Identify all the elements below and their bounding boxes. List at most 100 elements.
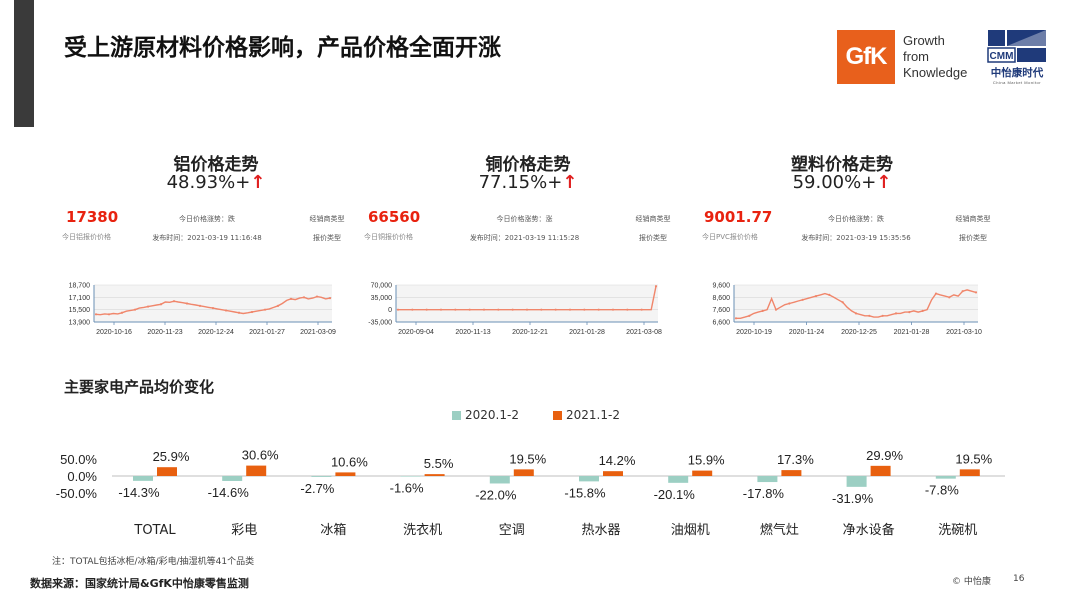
- mini-x-tick-label: 2020-10-16: [96, 329, 132, 336]
- mini-price-point: [540, 308, 543, 311]
- mini-x-tick-label: 2020-12-21: [512, 329, 548, 336]
- cmm-logo-block: [988, 30, 1005, 46]
- mini-price-point: [411, 308, 414, 311]
- mini-y-tick-label: 0: [388, 307, 392, 314]
- bar-data-label: -22.0%: [475, 487, 517, 502]
- mini-price-point: [315, 295, 319, 298]
- mini-price-point: [198, 304, 202, 307]
- mini-y-tick-label: 70,000: [371, 283, 393, 290]
- mini-price-point: [328, 297, 332, 300]
- mini-price-point: [497, 308, 500, 311]
- copper-change: 77.15%+↑: [428, 172, 628, 193]
- legend-item-2020: 2020.1-2: [452, 408, 519, 422]
- mini-price-point: [828, 293, 831, 296]
- aluminum-dealer-type: 经销商类型: [309, 215, 345, 223]
- mini-price-point: [640, 308, 643, 311]
- copper-title: 铜价格走势: [485, 155, 571, 175]
- bar-data-label: -14.3%: [118, 485, 160, 500]
- mini-y-tick-label: 15,500: [69, 307, 91, 314]
- mini-price-point: [185, 302, 189, 305]
- footnote: 注：TOTAL包括冰柜/冰箱/彩电/抽湿机等41个品类: [52, 557, 255, 567]
- mini-price-point: [425, 308, 428, 311]
- aluminum-trend: 今日价格涨势：跌: [179, 215, 235, 223]
- cmm-logo-block: [1007, 30, 1046, 46]
- appliance-bar-chart: 50.0% 0.0% -50.0% -14.3% 25.9% TOTAL -14.6% 30.…: [56, 448, 1005, 538]
- plastic-ticker: 9001.77 今日PVC报价价格 今日价格涨势：跌 发布时间：2021-03-…: [700, 206, 1000, 244]
- copper-ticker: 66560 今日铜报价价格 今日价格涨势：涨 发布时间：2021-03-19 1…: [362, 206, 688, 244]
- cmm-logo-accent: [1007, 30, 1046, 46]
- mini-x-tick-label: 2020-11-23: [147, 329, 182, 336]
- bar-data-label: -31.9%: [832, 491, 874, 506]
- mini-price-point: [961, 290, 964, 293]
- mini-x-tick-label: 2021-01-27: [249, 329, 285, 336]
- bar: [692, 470, 713, 476]
- mini-price-point: [583, 308, 586, 311]
- mini-price-point: [396, 308, 400, 311]
- data-source: 数据来源：国家统计局&GfK中怡康零售监测: [30, 577, 249, 590]
- copyright: © 中怡康: [952, 577, 991, 587]
- mini-price-point: [146, 305, 150, 308]
- mini-y-tick-label: 8,600: [712, 295, 730, 302]
- mini-price-point: [748, 314, 751, 317]
- bar: [157, 467, 177, 476]
- bar-category-label: 洗碗机: [938, 522, 977, 538]
- mini-price-point: [841, 301, 844, 304]
- mini-price-point: [211, 307, 215, 310]
- bar-data-label: -1.6%: [390, 481, 424, 496]
- plastic-trend: 今日价格涨势：跌: [828, 215, 884, 223]
- mini-price-point: [133, 308, 137, 311]
- plastic-price-label: 今日PVC报价价格: [702, 233, 758, 241]
- cmm-logo: CMM 中怡康时代 China Market Monitor: [987, 30, 1046, 85]
- bar: [603, 471, 623, 476]
- aluminum-ticker: 17380 今日铝报价价格 今日价格涨势：跌 发布时间：2021-03-19 1…: [60, 206, 352, 244]
- legend-label-2021: 2021.1-2: [566, 408, 620, 422]
- aluminum-price-label: 今日铝报价价格: [62, 233, 111, 241]
- mini-price-point: [224, 309, 228, 312]
- mini-y-tick-label: 6,600: [712, 320, 730, 327]
- bar: [335, 472, 356, 476]
- mini-plot-background: [94, 285, 332, 322]
- mini-price-point: [868, 314, 871, 317]
- bar-category-label: 洗衣机: [403, 522, 442, 538]
- gfk-logo: GfK: [837, 30, 895, 84]
- bar: [579, 476, 599, 482]
- mini-y-tick-label: -35,000: [368, 320, 392, 327]
- bar: [311, 476, 332, 477]
- arrow-up-icon: ↑: [876, 172, 892, 193]
- mini-price-point: [250, 310, 254, 314]
- plastic-title: 塑料价格走势: [791, 155, 893, 175]
- bar-data-label: 25.9%: [153, 449, 190, 464]
- bar-data-label: -15.8%: [564, 485, 606, 500]
- legend-swatch-2020: [452, 410, 461, 420]
- mini-x-tick-label: 2020-12-25: [841, 329, 877, 336]
- bar: [935, 476, 956, 479]
- arrow-up-icon: ↑: [250, 172, 266, 193]
- mini-price-point: [626, 308, 629, 311]
- mini-x-tick-label: 2021-01-28: [569, 329, 605, 336]
- aluminum-change: 48.93%+↑: [116, 172, 316, 193]
- bar-data-label: -20.1%: [654, 487, 696, 502]
- page-number: 16: [1013, 574, 1025, 584]
- mini-price-point: [94, 313, 98, 316]
- mini-price-point: [172, 300, 176, 303]
- mini-price-point: [921, 309, 924, 312]
- mini-y-tick-label: 35,000: [371, 295, 393, 302]
- mini-price-point: [774, 308, 778, 311]
- plastic-price: 9001.77: [704, 208, 773, 226]
- mini-price-point: [159, 303, 163, 306]
- bar: [870, 465, 891, 476]
- mini-x-tick-label: 2021-03-10: [946, 329, 982, 336]
- copper-quote-type: 报价类型: [639, 234, 667, 242]
- mini-price-point: [568, 308, 572, 311]
- mini-price-point: [107, 313, 111, 316]
- mini-price-point: [934, 292, 938, 295]
- bar-data-label: -2.7%: [300, 481, 334, 496]
- mini-price-point: [801, 298, 804, 301]
- mini-y-tick-label: 17,100: [69, 295, 91, 302]
- mini-price-point: [237, 311, 241, 314]
- bar-category-label: 热水器: [581, 523, 620, 538]
- mini-plot-background: [396, 285, 658, 322]
- mini-price-point: [881, 314, 884, 317]
- bar-data-label: 17.3%: [777, 452, 814, 467]
- mini-price-point: [263, 308, 267, 311]
